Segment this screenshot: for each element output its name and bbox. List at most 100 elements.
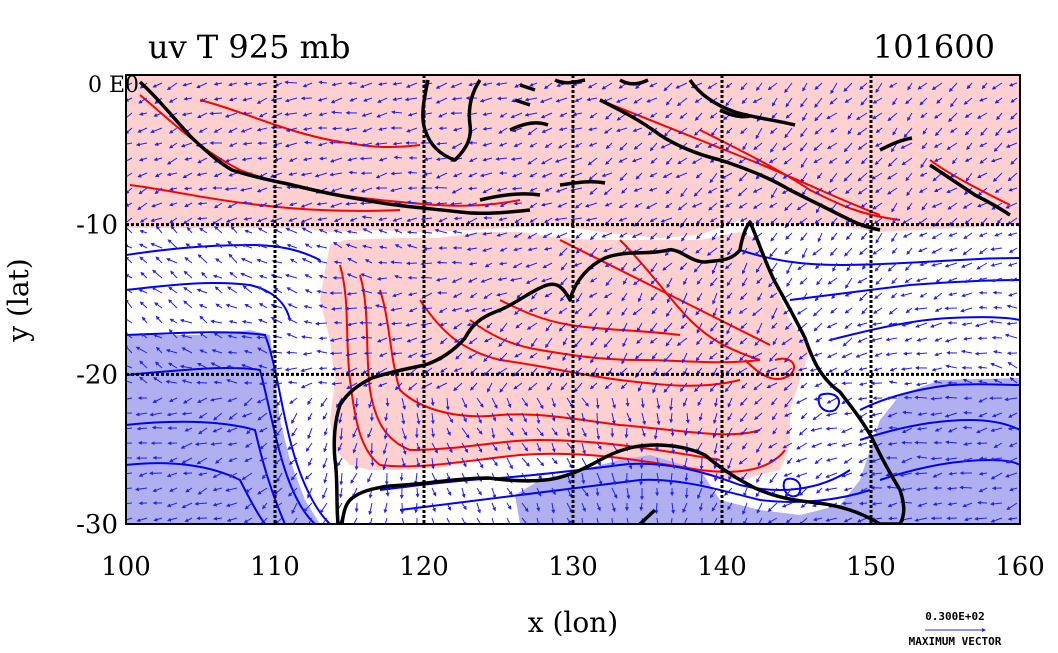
wind-vector [830, 232, 838, 241]
wind-vector [224, 112, 238, 118]
wind-vector [684, 487, 689, 499]
wind-vector [213, 81, 223, 86]
wind-vector [963, 97, 973, 105]
wind-vector [466, 217, 478, 225]
wind-vector [555, 97, 568, 103]
wind-vector [495, 156, 508, 161]
wind-vector [1010, 112, 1018, 120]
wind-vector [1007, 262, 1018, 267]
wind-vector [329, 172, 343, 177]
wind-vector [828, 157, 838, 164]
wind-vector [1007, 217, 1018, 225]
wind-vector [288, 157, 298, 162]
wind-vector [966, 142, 973, 151]
wind-vector [541, 157, 553, 165]
wind-vector [438, 217, 448, 223]
wind-vector [901, 157, 913, 166]
wind-vector [753, 142, 763, 151]
timestamp-label: 101600 [873, 28, 995, 66]
wind-vector [827, 187, 838, 195]
wind-vector [514, 217, 523, 224]
wind-vector [931, 232, 943, 240]
wind-vector [229, 271, 238, 279]
wind-vector [286, 350, 298, 355]
wind-vector [995, 127, 1003, 137]
wind-vector [559, 112, 568, 117]
wind-vector [979, 97, 988, 102]
wind-vector [857, 187, 868, 195]
wind-vector [588, 142, 598, 147]
wind-vector [695, 247, 703, 254]
wind-vector [499, 202, 508, 207]
wind-vector [964, 127, 973, 136]
wind-vector [302, 82, 313, 88]
wind-vector [727, 247, 733, 256]
wind-vector [1010, 97, 1018, 103]
wind-vector [197, 157, 208, 164]
wind-vector [996, 112, 1003, 121]
wind-vector [574, 97, 583, 102]
wind-vector [994, 232, 1003, 237]
wind-vector [482, 112, 493, 117]
y-tick-label: -30 [76, 510, 118, 540]
wind-vector [399, 472, 404, 482]
wind-vector [737, 187, 748, 197]
wind-vector [317, 380, 328, 385]
wind-vector [650, 277, 658, 285]
wind-vector [529, 142, 538, 148]
wind-vector [782, 142, 793, 151]
wind-vector [354, 397, 359, 408]
wind-vector [482, 247, 493, 252]
wind-vector [347, 257, 358, 264]
wind-vector [390, 187, 403, 193]
wind-vector [464, 232, 478, 238]
wind-vector [359, 156, 373, 161]
wind-vector [482, 142, 493, 147]
wind-vector [423, 157, 433, 162]
wind-vector [270, 217, 283, 223]
wind-vector [512, 262, 523, 269]
wind-vector [726, 127, 733, 135]
wind-vector [771, 112, 778, 119]
wind-vector [138, 187, 148, 195]
wind-vector [346, 273, 358, 279]
wind-vector [917, 247, 928, 253]
x-tick-label: 130 [548, 552, 598, 582]
wind-vector [872, 112, 883, 120]
wind-vector [742, 142, 748, 151]
wind-vector [650, 157, 658, 164]
wind-vector [166, 157, 178, 165]
wind-vector [196, 82, 208, 89]
wind-vector [859, 82, 868, 90]
wind-vector [639, 457, 644, 470]
wind-vector [435, 82, 448, 89]
wind-vector [240, 187, 253, 192]
wind-vector [694, 142, 703, 148]
wind-vector [921, 202, 928, 211]
wind-vector [887, 157, 898, 167]
wind-vector [139, 229, 148, 234]
wind-vector [541, 127, 553, 133]
wind-vector [213, 127, 223, 133]
wind-vector [892, 97, 898, 106]
wind-vector [976, 441, 988, 446]
wind-vector [679, 262, 688, 271]
wind-vector [874, 157, 883, 165]
wind-vector [648, 187, 658, 192]
wind-vector [816, 172, 823, 180]
wind-vector [404, 97, 418, 102]
wind-vector [496, 96, 508, 101]
wind-vector [620, 262, 628, 272]
wind-vector [182, 82, 193, 87]
wind-vector [286, 185, 298, 190]
wind-vector [978, 247, 988, 255]
wind-vector [665, 157, 673, 166]
wind-vector [436, 141, 448, 146]
wind-vector [827, 142, 838, 150]
wind-vector [317, 217, 328, 222]
wind-vector [527, 247, 538, 252]
wind-vector [946, 187, 958, 194]
wind-vector [604, 262, 613, 267]
wind-vector [770, 142, 778, 153]
wind-vector [707, 142, 718, 148]
